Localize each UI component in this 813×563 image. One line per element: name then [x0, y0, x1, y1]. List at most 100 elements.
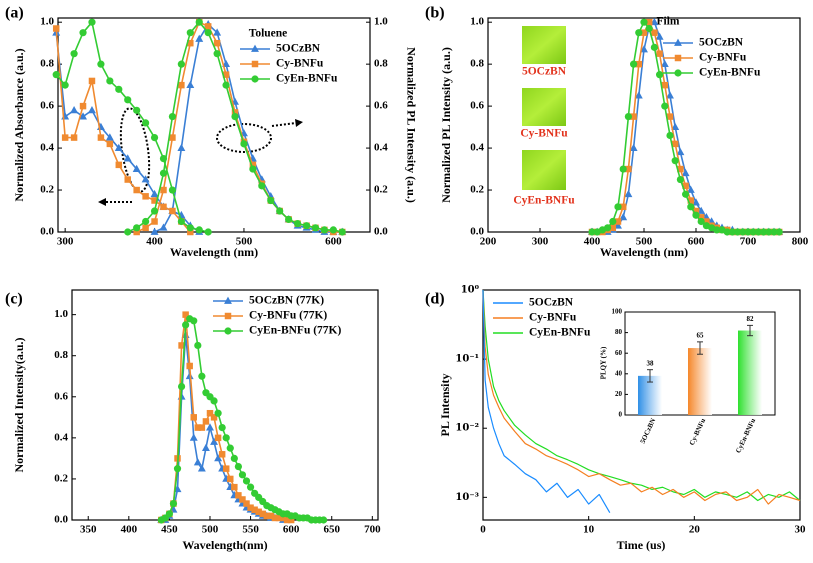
marker	[133, 224, 141, 232]
film-photo	[522, 26, 566, 64]
marker	[645, 24, 653, 33]
marker	[213, 28, 222, 36]
marker	[271, 514, 279, 522]
y2-tick-label: 0.4	[374, 142, 388, 154]
marker	[201, 443, 210, 452]
marker	[97, 60, 105, 68]
marker	[218, 451, 226, 458]
series-line	[592, 21, 780, 233]
y-tick-label: 0.0	[40, 226, 54, 238]
marker	[302, 222, 311, 230]
bar	[738, 330, 762, 415]
marker	[106, 140, 114, 148]
marker	[182, 321, 190, 329]
marker	[635, 60, 643, 68]
panel-label: (a)	[5, 5, 24, 22]
legend-label: CyEn-BNFu	[276, 73, 338, 85]
marker	[283, 516, 291, 524]
arrow-head	[98, 198, 106, 206]
legend-marker	[251, 60, 259, 68]
marker	[97, 134, 105, 141]
marker	[214, 409, 222, 417]
category-label: Cy-BNFu	[688, 417, 707, 447]
legend-label: 5OCzBN	[699, 37, 744, 49]
marker	[150, 227, 159, 235]
marker	[656, 50, 663, 57]
y-axis-label: PLQY (%)	[600, 346, 608, 379]
x-axis-label: Time (us)	[617, 538, 666, 552]
y-axis-label: Normalized Absorbance (a.u.)	[12, 48, 26, 201]
y-tick-label: 10⁻³	[455, 492, 479, 503]
marker	[165, 510, 174, 518]
marker	[243, 500, 250, 507]
series-line	[592, 21, 780, 233]
marker	[230, 454, 238, 462]
value-label: 82	[747, 315, 755, 323]
marker	[197, 464, 206, 472]
y-tick-label: 0.8	[40, 58, 54, 70]
marker	[206, 423, 214, 431]
marker	[214, 434, 222, 442]
marker	[293, 220, 302, 228]
x-tick-label: 300	[532, 236, 549, 248]
y-tick-label: 10⁰	[461, 285, 480, 296]
legend-label: Cy-BNFu	[276, 58, 324, 70]
marker	[765, 228, 773, 236]
marker	[682, 190, 690, 198]
y-tick-label: 0.4	[54, 431, 68, 443]
marker	[115, 85, 123, 93]
legend-label: CyEn-BNFu	[699, 67, 761, 79]
marker	[178, 81, 185, 89]
marker	[177, 382, 186, 391]
marker	[133, 186, 140, 194]
marker	[190, 414, 197, 421]
marker	[79, 29, 87, 37]
marker	[52, 25, 60, 32]
marker	[150, 207, 159, 215]
marker	[255, 508, 262, 516]
y-tick-label: 100	[612, 308, 623, 316]
marker	[198, 372, 206, 380]
marker	[249, 161, 257, 169]
marker	[629, 143, 638, 151]
marker	[630, 113, 637, 120]
marker	[671, 157, 679, 165]
marker	[640, 29, 648, 36]
marker	[124, 176, 131, 183]
x-tick-label: 650	[323, 524, 340, 536]
x-tick-label: 800	[792, 236, 809, 248]
marker	[142, 217, 150, 226]
panel-label: (d)	[425, 291, 445, 308]
marker	[173, 465, 182, 473]
marker	[169, 134, 176, 141]
marker	[189, 433, 198, 441]
marker	[681, 168, 690, 177]
x-tick-label: 600	[283, 524, 300, 536]
image-label: 5OCzBN	[522, 66, 567, 78]
marker	[151, 218, 158, 225]
y-tick-label: 1.0	[470, 16, 484, 28]
marker	[88, 105, 96, 114]
marker	[133, 228, 140, 236]
legend-marker	[251, 75, 259, 83]
marker	[124, 228, 132, 236]
marker	[227, 475, 234, 483]
x-tick-label: 30	[795, 524, 807, 536]
marker	[222, 71, 230, 78]
marker	[630, 60, 638, 68]
marker	[251, 506, 258, 513]
marker	[52, 71, 60, 79]
series-line	[55, 21, 209, 233]
marker	[625, 165, 632, 173]
y-tick-label: 1.0	[40, 16, 54, 28]
marker	[650, 43, 659, 51]
y2-tick-label: 0.2	[374, 184, 388, 196]
marker	[267, 196, 275, 205]
marker	[133, 106, 141, 114]
marker	[263, 512, 271, 520]
series-line	[55, 28, 191, 233]
y-tick-label: 0.6	[470, 100, 484, 112]
marker	[239, 496, 246, 503]
marker	[661, 81, 669, 89]
